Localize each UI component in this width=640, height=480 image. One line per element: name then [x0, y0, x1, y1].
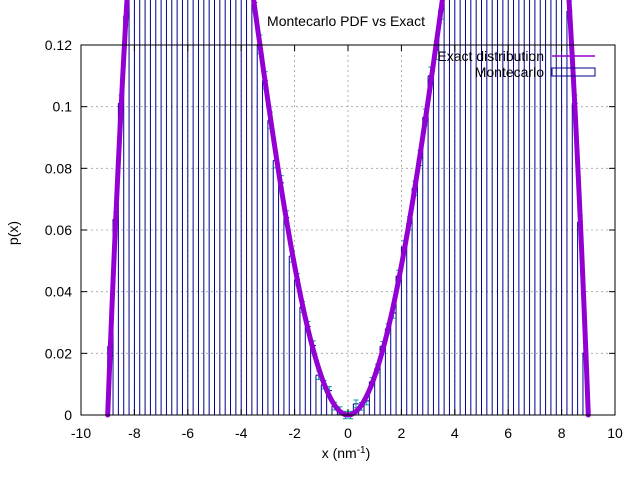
- x-tick-label: -6: [182, 425, 195, 441]
- x-axis-label: x (nm-1): [322, 445, 371, 461]
- y-tick-label: 0.1: [53, 99, 73, 115]
- legend-swatch-montecarlo: [551, 67, 596, 77]
- x-tick-label: -4: [235, 425, 248, 441]
- x-axis-label-sup: -1: [357, 445, 366, 456]
- y-tick-label: 0.12: [45, 37, 72, 53]
- legend-entry-exact: Exact distribution: [437, 48, 544, 64]
- x-tick-label: -10: [71, 425, 91, 441]
- x-axis-label-main: x (nm: [322, 445, 357, 461]
- x-tick-label: 10: [607, 425, 623, 441]
- chart-title: Montecarlo PDF vs Exact: [267, 13, 425, 29]
- y-tick-label: 0: [64, 407, 72, 423]
- y-tick-label: 0.04: [45, 284, 72, 300]
- y-axis-label: p(x): [5, 221, 21, 245]
- x-tick-label: 8: [558, 425, 566, 441]
- x-axis-label-end: ): [366, 445, 371, 461]
- x-tick-label: -2: [288, 425, 301, 441]
- x-tick-label: 4: [451, 425, 459, 441]
- legend: Exact distribution Montecarlo: [437, 48, 596, 80]
- x-tick-label: -8: [128, 425, 141, 441]
- x-tick-label: 6: [504, 425, 512, 441]
- legend-entry-montecarlo: Montecarlo: [475, 64, 544, 80]
- x-tick-label: 2: [398, 425, 406, 441]
- y-tick-label: 0.08: [45, 160, 72, 176]
- y-tick-label: 0.02: [45, 345, 72, 361]
- axis-ticks: -10 -8 -6 -4 -2 0 2 4 6 8 10 0 0.02 0.04 0.06 0.08 0.1 0.…: [45, 37, 623, 441]
- x-tick-label: 0: [344, 425, 352, 441]
- y-tick-label: 0.06: [45, 222, 72, 238]
- histogram-bars: [107, 0, 589, 416]
